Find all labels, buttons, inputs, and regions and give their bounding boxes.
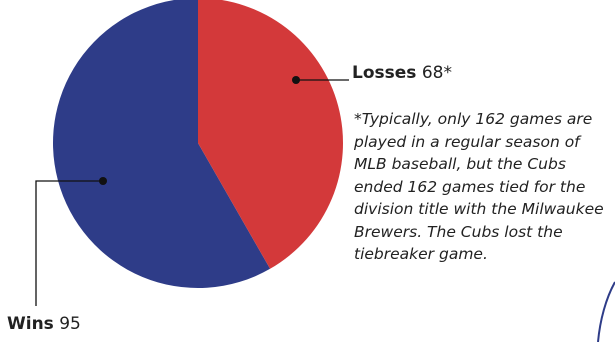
losses-label-value: 68* [421,63,452,83]
wins-label-name: Wins [7,314,54,334]
losses-label-name: Losses [352,63,417,83]
pie-slice-losses [198,0,343,269]
losses-label: Losses 68* [352,63,452,83]
wins-leader-dot [99,177,107,185]
footnote: *Typically, only 162 games are played in… [354,110,604,263]
wins-label: Wins 95 [7,314,81,334]
losses-leader-dot [292,76,300,84]
wins-label-value: 95 [59,314,81,334]
decorative-arc [597,281,615,342]
pie-slice-wins [53,0,271,288]
wins-leader-line [35,180,103,306]
